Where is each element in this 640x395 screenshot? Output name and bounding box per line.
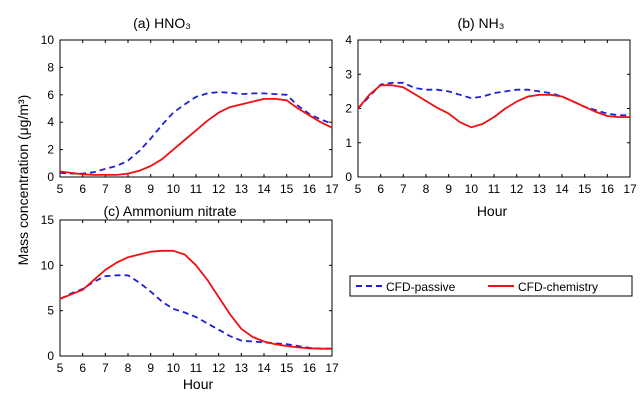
- x-tick-label: 11: [190, 182, 203, 196]
- x-tick-label: 7: [102, 182, 109, 196]
- x-tick-label: 9: [445, 182, 452, 196]
- x-tick-label: 6: [79, 361, 86, 375]
- x-tick-label: 6: [377, 182, 384, 196]
- x-tick-label: 5: [355, 182, 362, 196]
- y-tick-label: 0: [47, 170, 54, 184]
- x-tick-label: 12: [212, 182, 226, 196]
- legend-label-cfd-chemistry: CFD-chemistry: [518, 280, 598, 294]
- y-tick-label: 6: [47, 88, 54, 102]
- x-tick-label: 17: [325, 361, 339, 375]
- y-tick-label: 2: [47, 143, 54, 157]
- x-tick-label: 10: [465, 182, 479, 196]
- y-tick-label: 10: [41, 33, 55, 47]
- x-tick-label: 16: [303, 361, 317, 375]
- x-tick-label: 10: [167, 361, 181, 375]
- x-tick-label: 15: [280, 182, 294, 196]
- y-tick-label: 2: [345, 102, 352, 116]
- y-tick-label: 15: [41, 213, 55, 227]
- x-tick-label: 8: [125, 182, 132, 196]
- series-line-cfd-passive: [59, 91, 333, 175]
- x-tick-label: 13: [533, 182, 547, 196]
- x-tick-label: 8: [125, 361, 132, 375]
- x-tick-label: 13: [235, 361, 249, 375]
- panel-hno3: (a) HNO₃ 5 6 7 8 9 10 11 12 13 14 15 16 17 0 2 4 6 8 10: [41, 15, 339, 196]
- y-tick-label: 0: [345, 170, 352, 184]
- x-tick-label: 15: [578, 182, 592, 196]
- panel-nh3-title: (b) NH₃: [458, 15, 505, 31]
- x-tick-label: 10: [167, 182, 181, 196]
- panel-ammonium-nitrate-title: (c) Ammonium nitrate: [103, 203, 236, 219]
- x-tick-label: 14: [257, 361, 271, 375]
- x-tick-label: 8: [423, 182, 430, 196]
- y-tick-label: 4: [47, 115, 54, 129]
- y-tick-label: 5: [47, 304, 54, 318]
- panel-hno3-frame: [59, 39, 333, 178]
- y-tick-label: 10: [41, 258, 55, 272]
- x-tick-label: 12: [212, 361, 226, 375]
- x-tick-label: 12: [510, 182, 524, 196]
- x-tick-label: 9: [147, 182, 154, 196]
- y-tick-label: 8: [47, 60, 54, 74]
- y-tick-label: 0: [47, 349, 54, 363]
- y-tick-label: 1: [345, 136, 352, 150]
- x-tick-label: 14: [555, 182, 569, 196]
- x-tick-label: 9: [147, 361, 154, 375]
- series-line-cfd-passive: [59, 274, 332, 350]
- y-tick-label: 3: [345, 67, 352, 81]
- x-tick-label: 15: [280, 361, 294, 375]
- x-tick-label: 17: [325, 182, 339, 196]
- panel-ammonium-nitrate: (c) Ammonium nitrate Hour 5 6 7 8 9 10 11 12 13 1…: [41, 203, 339, 392]
- legend-label-cfd-passive: CFD-passive: [386, 280, 456, 294]
- y-tick-label: 4: [345, 33, 352, 47]
- x-tick-label: 11: [488, 182, 501, 196]
- series-line-cfd-chemistry: [357, 84, 630, 129]
- x-tick-label: 6: [79, 182, 86, 196]
- x-tick-label: 5: [57, 361, 64, 375]
- series-line-cfd-passive: [357, 81, 630, 117]
- x-tick-label: 11: [190, 361, 203, 375]
- legend: CFD-passive CFD-chemistry: [349, 275, 633, 297]
- x-tick-label: 16: [601, 182, 615, 196]
- x-tick-label: 16: [303, 182, 317, 196]
- x-tick-label: 14: [257, 182, 271, 196]
- shared-y-axis-label: Mass concentration (μg/m³): [15, 95, 31, 266]
- panel-hno3-title: (a) HNO₃: [133, 15, 191, 31]
- x-tick-label: 13: [235, 182, 249, 196]
- x-tick-label: 17: [623, 182, 637, 196]
- series-line-cfd-chemistry: [59, 98, 333, 176]
- series-line-cfd-chemistry: [59, 249, 332, 350]
- panel-ammonium-nitrate-frame: [59, 219, 333, 357]
- panel-nh3-x-axis-label: Hour: [477, 203, 508, 219]
- x-tick-label: 7: [400, 182, 407, 196]
- panel-ammonium-nitrate-x-axis-label: Hour: [183, 376, 214, 392]
- x-tick-label: 7: [102, 361, 109, 375]
- x-tick-label: 5: [57, 182, 64, 196]
